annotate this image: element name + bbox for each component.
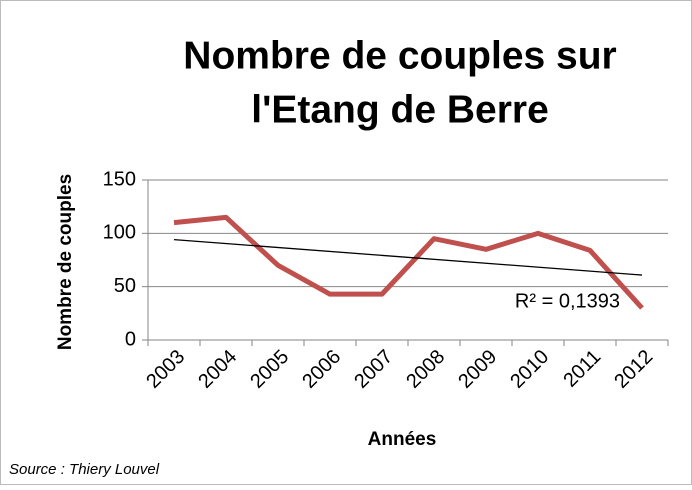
y-tick-label: 100 [103, 222, 136, 244]
x-axis-title: Années [368, 429, 437, 450]
chart-title: Nombre de couples sur [183, 34, 616, 77]
y-tick-label: 150 [103, 168, 136, 190]
chart-title: l'Etang de Berre [251, 88, 549, 131]
line-series [173, 214, 644, 310]
trendline-label: R² = 0,1393 [515, 290, 620, 312]
source: Source : Thiery Louvel [9, 461, 160, 478]
trendline [173, 238, 643, 276]
y-tick-label: 0 [125, 328, 136, 350]
y-axis-title: Nombre de couples [55, 174, 76, 350]
y-tick-label: 50 [114, 275, 136, 297]
